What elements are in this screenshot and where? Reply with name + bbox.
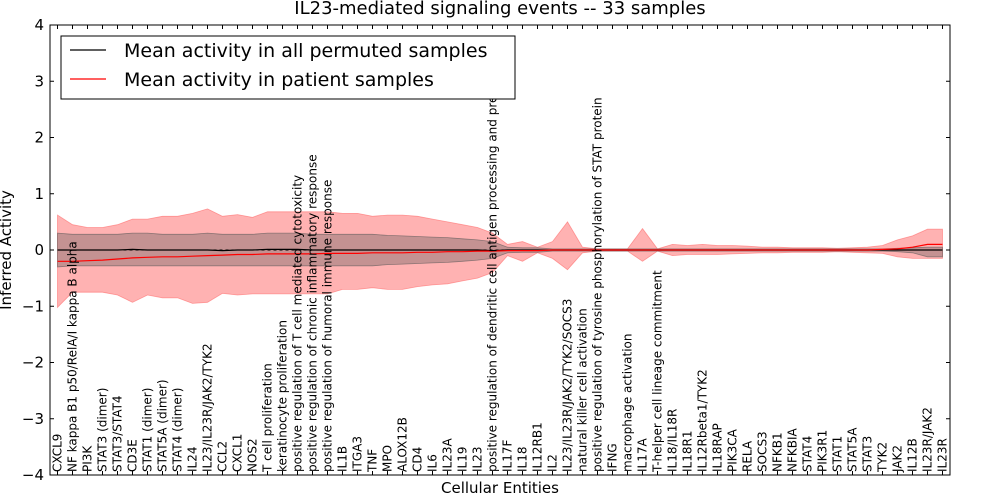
x-tick-label: STAT4 [801,436,815,472]
x-tick-label: NOS2 [246,438,260,472]
x-tick-label: TNF [366,449,380,473]
x-tick-label: JAK2 [891,445,905,473]
x-tick-label: STAT3/STAT4 [111,395,125,472]
x-tick-label: IL18/IL18R [666,409,680,472]
x-tick-label: IL23R [936,438,950,472]
x-tick-label: CD4 [411,447,425,472]
x-tick-label: PIK3R1 [816,430,830,472]
x-tick-label: IL23R/JAK2 [921,407,935,472]
x-tick-label: STAT4 (dimer) [171,388,185,472]
legend-box [60,35,516,100]
x-tick-label: positive regulation of chronic inflammat… [306,154,320,472]
x-tick-label: T-helper cell lineage commitment [651,270,665,473]
x-tick-label: NFKBIA [786,427,800,472]
series-lines [57,243,943,262]
y-tick-label: −1 [22,297,44,315]
x-tick-label: IL1B [336,446,350,472]
x-tick-label: STAT3 (dimer) [96,388,110,472]
x-tick-label: IL23/IL23R/JAK2/TYK2/SOCS3 [561,299,575,472]
x-tick-label: IL23 [471,447,485,473]
x-tick-label: ALOX12B [396,417,410,472]
x-tick-label: positive regulation of tyrosine phosphor… [591,97,605,472]
x-tick-label: IFNG [606,443,620,472]
x-tick-label: STAT5A (dimer) [156,379,170,472]
x-tick-label: IL18 [516,447,530,473]
x-tick-label: positive regulation of dendritic cell an… [486,39,500,472]
y-tick-label: −2 [22,354,44,372]
x-tick-label: NFKB1 [771,432,785,472]
x-tick-label: keratinocyte proliferation [276,320,290,472]
x-tick-label: STAT1 [831,436,845,472]
x-tick-label: IL2 [546,454,560,472]
x-tick-label: IL12RB1 [531,422,545,472]
y-tick-label: −4 [22,466,44,484]
x-tick-label: IL19 [456,447,470,473]
x-tick-label: PI3K [81,445,95,472]
x-tick-label: MPO [381,445,395,472]
x-axis-title: Cellular Entities [441,479,559,497]
x-tick-label: STAT5A [846,427,860,472]
x-tick-label: CXCL9 [51,434,65,472]
x-tick-label: ITGA3 [351,436,365,472]
x-axis: CXCL9 NF kappa B1 p50/RelA/I kappa B alph… [51,25,950,475]
x-tick-label: CCL2 [216,441,230,472]
legend: Mean activity in all permuted samples Me… [60,35,516,100]
x-tick-label: NF kappa B1 p50/RelA/I kappa B alpha [66,241,80,472]
x-tick-label: TYK2 [876,442,890,473]
x-tick-label: positive regulation of T cell mediated c… [291,175,305,472]
x-tick-label: RELA [741,440,755,472]
y-tick-label: 0 [34,241,44,259]
x-tick-label: IL23/IL23R/JAK2/TYK2 [201,343,215,472]
x-tick-label: STAT1 (dimer) [141,388,155,472]
x-tick-label: STAT3 [861,436,875,472]
x-tick-label: IL18R1 [681,431,695,472]
x-tick-label: IL18RAP [711,423,725,472]
x-tick-label: CD3E [126,439,140,472]
patient-band [57,208,943,309]
x-tick-label: macrophage activation [621,334,635,472]
y-tick-label: 3 [34,72,44,90]
y-tick-label: −3 [22,410,44,428]
x-tick-label: PIK3CA [726,428,740,472]
x-tick-label: positive regulation of humoral immune re… [321,180,335,472]
y-axis-title: Inferred Activity [0,190,15,310]
x-tick-label: IL12B [906,438,920,472]
y-tick-label: 2 [34,129,44,147]
x-tick-label: IL6 [426,454,440,472]
x-tick-label: T cell proliferation [261,363,275,473]
y-tick-label: 1 [34,185,44,203]
x-tick-label: natural killer cell activation [576,308,590,472]
x-tick-label: IL23A [441,438,455,472]
legend-label-permuted: Mean activity in all permuted samples [124,40,487,62]
y-axis: −4 −3 −2 −1 0 1 2 3 4 [22,16,950,484]
x-tick-label: CXCL1 [231,434,245,472]
chart-title: IL23-mediated signaling events -- 33 sam… [294,0,705,19]
x-tick-label: IL12Rbeta1/TYK2 [696,369,710,472]
x-tick-label: IL24 [186,447,200,473]
x-tick-label: IL17F [501,440,515,472]
x-tick-label: IL17A [636,438,650,472]
legend-label-patient: Mean activity in patient samples [124,69,434,91]
patient-mean-line [57,243,943,262]
y-tick-label: 4 [34,16,44,34]
x-tick-label: SOCS3 [756,431,770,472]
